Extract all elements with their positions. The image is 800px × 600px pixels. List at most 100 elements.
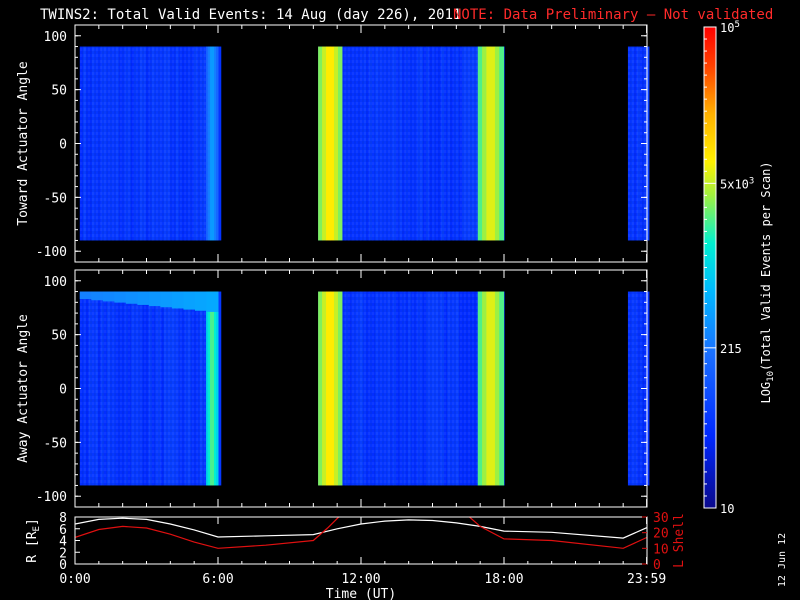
bright-band (322, 291, 327, 486)
preliminary-note: NOTE: Data Preliminary — Not validated (453, 7, 774, 23)
heatmap-panel-top: 100 50 0 -50 -100 Toward Actuator Angle (16, 24, 650, 263)
left-y-tick-label: 8 (59, 511, 67, 526)
bright-band (210, 291, 213, 486)
y-tick-label: 100 (44, 275, 67, 290)
bright-band (486, 46, 492, 241)
x-tick-label: 0:00 (59, 572, 90, 587)
bright-band (208, 291, 211, 486)
bright-band (212, 291, 215, 486)
heatmap-texture (627, 46, 647, 241)
left-y-tick-label: 2 (59, 546, 67, 561)
left-y-tick-label: 6 (59, 523, 67, 538)
bright-band (337, 291, 343, 486)
bright-band (494, 291, 500, 486)
bright-band (333, 46, 339, 241)
chart-title: TWINS2: Total Valid Events: 14 Aug (day … (40, 7, 462, 23)
bright-band (216, 291, 219, 486)
bright-band (206, 291, 209, 486)
x-tick-label: 12:00 (341, 572, 380, 587)
bright-edge-segment (171, 291, 184, 309)
heatmap-texture (79, 291, 219, 486)
bright-band (482, 46, 487, 241)
bright-band (490, 291, 496, 486)
bright-band (337, 46, 343, 241)
x-tick-label: 23:59 (627, 572, 666, 587)
bright-band (330, 291, 335, 486)
y-tick-label: -50 (44, 436, 67, 451)
heatmap-texture (318, 46, 504, 241)
bright-edge-segment (194, 291, 207, 311)
bright-edge-segment (160, 291, 173, 308)
heatmap-texture (318, 291, 504, 486)
heatmap-column (217, 291, 222, 486)
colorbar-tick-label: 5x103 (720, 176, 754, 191)
y-tick-label: -100 (36, 245, 67, 260)
bright-band (318, 46, 323, 241)
bright-band (482, 291, 487, 486)
left-y-tick-label: 0 (59, 558, 67, 573)
right-y-tick-label: 20 (653, 527, 669, 542)
y-axis-label: Away Actuator Angle (16, 314, 31, 463)
bright-band (214, 46, 217, 241)
bright-band (216, 46, 219, 241)
y-tick-label: 50 (51, 84, 67, 99)
bright-edge-segment (137, 291, 150, 305)
right-axis-label: L Shell (672, 513, 687, 568)
bright-band (206, 46, 209, 241)
heatmap-column (645, 291, 650, 486)
bright-edge-segment (91, 291, 104, 301)
heatmap-texture (627, 291, 647, 486)
y-tick-label: 100 (44, 30, 67, 45)
bright-band (499, 291, 505, 486)
bright-band (326, 46, 331, 241)
bright-band (477, 291, 483, 486)
x-tick-label: 6:00 (202, 572, 233, 587)
bright-band (208, 46, 211, 241)
bright-band (210, 46, 213, 241)
heatmap-column (217, 46, 222, 241)
colorbar-tick-label: 105 (720, 20, 740, 35)
bright-band (494, 46, 500, 241)
y-tick-label: 0 (59, 138, 67, 153)
y-axis-label: Toward Actuator Angle (16, 61, 31, 226)
y-tick-label: 50 (51, 329, 67, 344)
left-axis-label: R [RE] (25, 518, 42, 563)
bright-band (333, 291, 339, 486)
heatmap-panel-middle: 100 50 0 -50 -100 Away Actuator Angle (16, 269, 650, 508)
series-line-r (75, 517, 647, 539)
bright-band (326, 291, 331, 486)
bright-band (322, 46, 327, 241)
x-tick-label: 18:00 (484, 572, 523, 587)
colorbar: 10 215 5x103 105 LOG10(Total Valid Events pe… (703, 20, 788, 587)
bright-edge-segment (206, 291, 219, 312)
bright-edge-segment (102, 291, 115, 302)
bright-edge-segment (79, 291, 92, 300)
bright-edge-segment (125, 291, 138, 304)
heatmap-column (645, 46, 650, 241)
left-y-tick-label: 4 (59, 535, 67, 550)
bright-edge-segment (148, 291, 161, 307)
bright-band (499, 46, 505, 241)
colorbar-tick-label: 215 (720, 342, 742, 356)
bright-band (486, 291, 492, 486)
colorbar-label: LOG10(Total Valid Events per Scan) (759, 161, 776, 403)
right-y-tick-label: 30 (653, 511, 669, 526)
bright-edge-segment (183, 291, 196, 310)
bright-band (330, 46, 335, 241)
bright-band (318, 291, 323, 486)
footer-date: 12 Jun 12 (777, 533, 788, 587)
right-y-tick-label: 10 (653, 542, 669, 557)
bright-edge-segment (114, 291, 127, 303)
y-tick-label: 0 (59, 383, 67, 398)
bright-band (490, 46, 496, 241)
y-tick-label: -50 (44, 191, 67, 206)
bright-band (477, 46, 483, 241)
heatmap-texture (79, 46, 219, 241)
bright-band (214, 291, 217, 486)
series-line-lshell (75, 517, 647, 549)
bright-band (212, 46, 215, 241)
y-tick-label: -100 (36, 490, 67, 505)
